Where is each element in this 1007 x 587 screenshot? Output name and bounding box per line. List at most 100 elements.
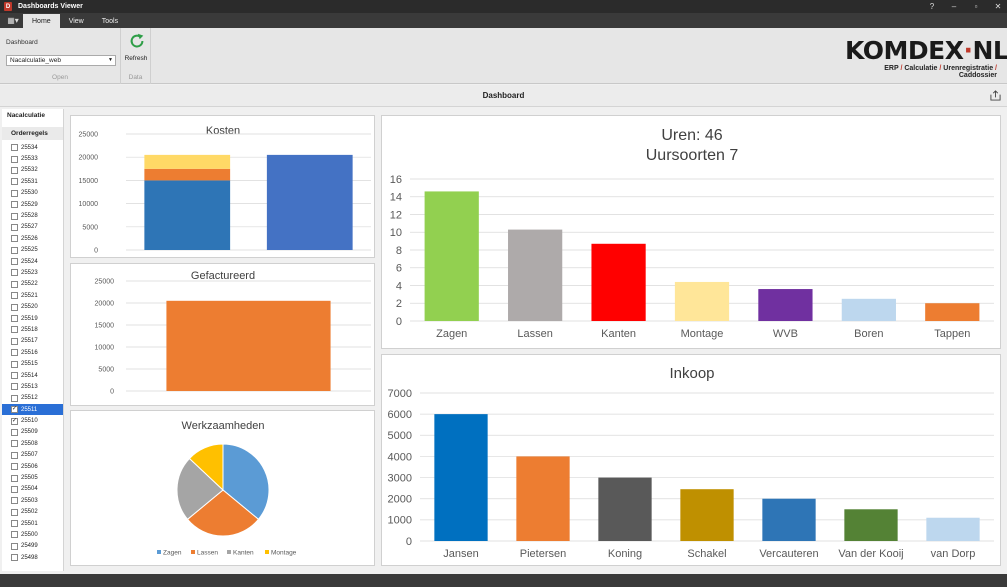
order-line-item[interactable]: 25509 [2, 427, 63, 438]
refresh-button[interactable]: Refresh [121, 28, 151, 68]
app-menu-button[interactable]: ▦▾ [7, 16, 19, 25]
order-line-checkbox[interactable] [11, 326, 18, 334]
order-line-item[interactable]: 25525 [2, 245, 63, 256]
order-line-item[interactable]: 25498 [2, 552, 63, 563]
order-line-checkbox[interactable] [11, 178, 18, 186]
order-line-item[interactable]: 25512 [2, 393, 63, 404]
order-line-checkbox[interactable] [11, 394, 18, 402]
order-line-item[interactable]: 25528 [2, 210, 63, 221]
order-line-label: 25507 [21, 452, 38, 459]
order-line-checkbox[interactable] [11, 337, 18, 345]
order-line-checkbox[interactable] [11, 235, 18, 243]
order-line-checkbox[interactable] [11, 349, 18, 357]
order-line-checkbox[interactable] [11, 269, 18, 277]
order-line-item[interactable]: 25516 [2, 347, 63, 358]
order-line-checkbox[interactable] [11, 303, 18, 311]
order-line-item[interactable]: 25500 [2, 529, 63, 540]
close-icon[interactable]: ✕ [994, 2, 1002, 11]
order-line-item[interactable]: ✓ 25510 [2, 415, 63, 426]
order-line-checkbox[interactable] [11, 440, 18, 448]
order-line-checkbox[interactable] [11, 280, 18, 288]
minimize-icon[interactable]: – [951, 2, 957, 11]
order-line-item[interactable]: 25514 [2, 370, 63, 381]
order-line-checkbox[interactable] [11, 166, 18, 174]
order-line-checkbox[interactable] [11, 201, 18, 209]
order-line-checkbox[interactable] [11, 258, 18, 266]
order-line-checkbox[interactable] [11, 223, 18, 231]
order-line-item[interactable]: 25523 [2, 267, 63, 278]
y-tick-label: 0 [406, 536, 412, 548]
order-line-item[interactable]: 25529 [2, 199, 63, 210]
dashboard-select[interactable]: Nacalculatie_web ▼ [6, 55, 116, 66]
pie-slice [186, 489, 260, 537]
order-line-item[interactable]: 25526 [2, 233, 63, 244]
chart-uren: Uren: 46 Uursoorten 7 0 2 4 6 8 10 12 14 16 Zagen La… [381, 115, 1001, 349]
order-line-item[interactable]: 25505 [2, 472, 63, 483]
tab-home[interactable]: Home [23, 14, 60, 28]
legend-swatch [227, 550, 231, 554]
help-icon[interactable]: ? [929, 2, 935, 11]
order-line-item[interactable]: 25507 [2, 450, 63, 461]
order-line-item[interactable]: 25502 [2, 507, 63, 518]
order-line-checkbox[interactable] [11, 144, 18, 152]
order-line-item[interactable]: 25521 [2, 290, 63, 301]
order-line-item[interactable]: 25506 [2, 461, 63, 472]
export-icon[interactable] [990, 90, 1001, 101]
order-line-item[interactable]: 25504 [2, 484, 63, 495]
order-line-checkbox[interactable] [11, 383, 18, 391]
order-line-item[interactable]: 25513 [2, 381, 63, 392]
order-line-item[interactable]: 25530 [2, 188, 63, 199]
order-line-checkbox[interactable] [11, 554, 18, 562]
order-line-item[interactable]: 25524 [2, 256, 63, 267]
order-line-checkbox[interactable]: ✓ [11, 417, 18, 425]
order-line-checkbox[interactable] [11, 212, 18, 220]
order-line-item[interactable]: 25532 [2, 165, 63, 176]
tab-tools[interactable]: Tools [101, 17, 119, 25]
order-line-item[interactable]: 25520 [2, 301, 63, 312]
bar-segment [144, 168, 231, 181]
order-line-item[interactable]: 25517 [2, 336, 63, 347]
order-line-checkbox[interactable] [11, 372, 18, 379]
order-line-item[interactable]: ✓ 25511 [2, 403, 63, 416]
order-line-item[interactable]: 25515 [2, 358, 63, 369]
order-line-item[interactable]: 25527 [2, 222, 63, 233]
order-line-checkbox[interactable] [11, 451, 18, 459]
order-line-checkbox[interactable] [11, 463, 18, 471]
bar [166, 300, 331, 391]
tab-view[interactable]: View [68, 17, 84, 25]
restore-icon[interactable]: ▫ [974, 2, 978, 11]
order-line-checkbox[interactable] [11, 474, 18, 482]
order-line-item[interactable]: 25522 [2, 279, 63, 290]
order-line-checkbox[interactable] [11, 485, 18, 493]
order-line-checkbox[interactable] [11, 508, 18, 516]
order-line-checkbox[interactable] [11, 292, 18, 300]
order-line-checkbox[interactable] [11, 246, 18, 254]
order-line-item[interactable]: 25499 [2, 541, 63, 552]
order-line-item[interactable]: 25519 [2, 313, 63, 324]
order-line-item[interactable]: 25508 [2, 438, 63, 449]
order-line-checkbox[interactable] [11, 360, 18, 368]
y-tick-label: 5000 [388, 430, 412, 442]
x-tick-label: Pietersen [520, 548, 566, 560]
order-line-checkbox[interactable] [11, 315, 18, 323]
order-line-checkbox[interactable] [11, 542, 18, 550]
order-line-checkbox[interactable] [11, 189, 18, 197]
order-line-label: 25513 [21, 383, 38, 390]
order-line-item[interactable]: 25503 [2, 495, 63, 506]
order-line-checkbox[interactable]: ✓ [11, 406, 18, 414]
order-line-item[interactable]: 25533 [2, 153, 63, 164]
order-line-checkbox[interactable] [11, 428, 18, 436]
order-line-label: 25531 [21, 178, 38, 185]
y-tick-label: 10000 [79, 201, 99, 208]
order-line-item[interactable]: 25534 [2, 142, 63, 153]
order-line-item[interactable]: 25518 [2, 324, 63, 335]
x-tick-label: Montage [681, 328, 724, 340]
order-line-item[interactable]: 25501 [2, 518, 63, 529]
order-line-checkbox[interactable] [11, 531, 18, 539]
ribbon: Dashboard Nacalculatie_web ▼ Open Refres… [0, 28, 1007, 84]
order-line-checkbox[interactable] [11, 155, 18, 163]
order-line-checkbox[interactable] [11, 520, 18, 528]
order-line-checkbox[interactable] [11, 497, 18, 505]
order-line-item[interactable]: 25531 [2, 176, 63, 187]
bar [926, 517, 980, 541]
